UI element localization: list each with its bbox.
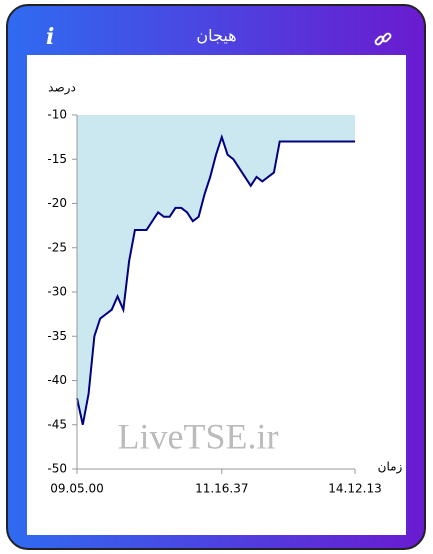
x-tick-label: 09.05.00 [50,482,103,496]
title: هیجان [196,26,237,45]
watermark: LiveTSE.ir [118,416,279,456]
line [76,133,355,425]
y-tick-label: -45 [47,417,67,431]
y-tick-label: -40 [47,373,67,387]
x-axis-label: زمان [378,460,403,475]
y-tick-label: -35 [47,329,67,343]
y-tick-label: -50 [47,462,67,476]
y-tick-label: -20 [47,196,67,210]
x-tick-label: 11.16.37 [195,482,248,496]
y-tick-label: -15 [47,152,67,166]
y-tick-label: -25 [47,240,67,254]
y-tick-label: -10 [47,108,67,122]
y-axis-label: درصد [48,81,76,96]
y-tick-label: -30 [47,285,67,299]
area-fill [77,115,355,425]
link-button[interactable] [374,30,392,48]
info-button[interactable]: i [46,24,55,50]
x-tick-label: 14.12.13 [328,482,381,496]
